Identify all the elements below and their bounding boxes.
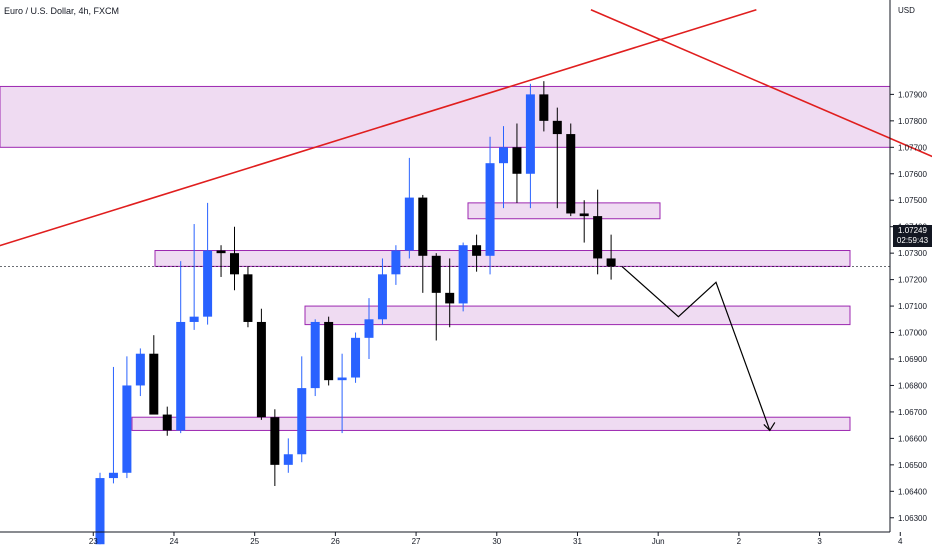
candle-body xyxy=(324,321,334,381)
y-tick-label: 1.07600 xyxy=(898,170,927,179)
candle-body xyxy=(404,197,414,251)
trendline xyxy=(590,8,932,158)
y-tick-label: 1.06500 xyxy=(898,461,927,470)
candle-body xyxy=(351,337,361,378)
y-tick-label: 1.06800 xyxy=(898,381,927,390)
candle-body xyxy=(297,388,307,455)
price-axis[interactable]: 1.06300 1.06400 1.06500 1.06600 1.06700 1.068… xyxy=(890,90,927,523)
candle-body xyxy=(337,377,347,381)
x-tick-label: 31 xyxy=(573,537,582,546)
candle-body xyxy=(95,478,105,545)
last-price-label: 1.07249 02:59:43 xyxy=(893,225,932,247)
candle-body xyxy=(472,245,482,256)
x-tick-label: Jun xyxy=(652,537,665,546)
zone-rect xyxy=(467,202,661,220)
trendline xyxy=(0,8,757,247)
y-tick-label: 1.06900 xyxy=(898,355,927,364)
candle-body xyxy=(606,258,616,267)
candle-body xyxy=(391,250,401,275)
x-tick-label: 25 xyxy=(250,537,259,546)
candle-body xyxy=(552,120,562,135)
candle-body xyxy=(283,454,293,465)
y-tick-label: 1.07800 xyxy=(898,117,927,126)
zone-rect xyxy=(131,416,851,431)
x-tick-label: 2 xyxy=(737,537,742,546)
y-tick-label: 1.07000 xyxy=(898,329,927,338)
candle-body xyxy=(512,147,522,174)
candle-body xyxy=(525,94,535,174)
candle-body xyxy=(377,274,387,320)
candle-body xyxy=(243,274,253,322)
candle-body xyxy=(499,147,508,164)
y-tick-label: 1.07100 xyxy=(898,302,927,311)
candle-body xyxy=(310,321,320,389)
symbol-title: Euro / U.S. Dollar, 4h, FXCM xyxy=(4,6,120,16)
x-tick-label: 24 xyxy=(170,537,179,546)
y-tick-label: 1.07700 xyxy=(898,143,927,152)
candle-body xyxy=(445,292,455,304)
bar-countdown: 02:59:43 xyxy=(896,236,929,245)
candle-body xyxy=(216,250,226,254)
y-tick-label: 1.06600 xyxy=(898,434,927,443)
time-axis[interactable]: 2023242526273031Jun234 xyxy=(0,532,903,546)
candle-body xyxy=(176,321,186,431)
zone-rect xyxy=(304,305,851,326)
candle-body xyxy=(203,250,213,317)
x-tick-label: 3 xyxy=(817,537,822,546)
candle-body xyxy=(593,216,603,259)
candle-body xyxy=(485,163,495,256)
zones-layer xyxy=(0,85,891,431)
x-tick-label: 26 xyxy=(331,537,340,546)
candle-body xyxy=(256,321,266,418)
x-tick-label: 4 xyxy=(898,537,903,546)
x-tick-label: 27 xyxy=(412,537,421,546)
candle-body xyxy=(108,472,118,479)
x-tick-label: 23 xyxy=(89,537,98,546)
lines-layer xyxy=(0,8,932,432)
x-tick-label: 30 xyxy=(492,537,501,546)
candle-body xyxy=(431,255,441,293)
y-tick-label: 1.06700 xyxy=(898,408,927,417)
y-tick-label: 1.06300 xyxy=(898,514,927,523)
candle-body xyxy=(418,197,428,256)
candle-body xyxy=(566,134,576,214)
y-tick-label: 1.07300 xyxy=(898,249,927,258)
zone-rect xyxy=(154,250,851,267)
candle-body xyxy=(230,253,239,275)
y-tick-label: 1.07200 xyxy=(898,276,927,285)
candle-body xyxy=(122,385,132,473)
y-tick-label: 1.07900 xyxy=(898,90,927,99)
candle-body xyxy=(458,245,468,304)
candle-body xyxy=(364,319,374,338)
y-tick-label: 1.07500 xyxy=(898,196,927,205)
zone-rect xyxy=(0,85,891,148)
candle-body xyxy=(189,316,199,322)
projection-path xyxy=(621,265,771,431)
candles-layer xyxy=(95,81,616,545)
candle-body xyxy=(135,353,145,386)
y-tick-label: 1.06400 xyxy=(898,487,927,496)
candle-body xyxy=(270,417,280,465)
currency-label: USD xyxy=(898,6,915,15)
candle-body xyxy=(579,213,589,217)
candle-body xyxy=(162,414,172,431)
candle-body xyxy=(149,353,159,415)
last-price-value: 1.07249 xyxy=(898,226,927,235)
candle-body xyxy=(539,94,549,121)
projection-arrowhead xyxy=(763,422,776,432)
